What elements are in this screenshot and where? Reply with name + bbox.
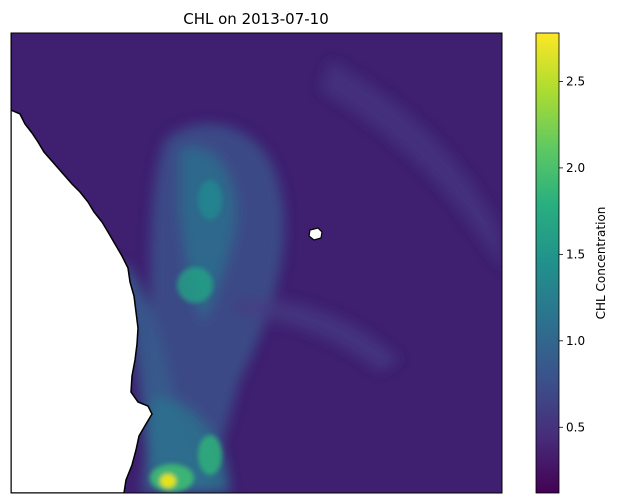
colorbar-tick-label: 2.5 [566, 74, 585, 88]
colorbar-label: CHL Concentration [594, 207, 608, 320]
hotspot-mid [177, 267, 213, 303]
chlorophyll-field [120, 60, 502, 493]
colorbar-ticks: 0.5 1.0 1.5 2.0 2.5 [559, 74, 585, 434]
peak-chl [160, 474, 176, 488]
colorbar-gradient [535, 32, 560, 494]
island [308, 227, 323, 241]
eastern-band [320, 60, 502, 270]
map-frame [10, 32, 503, 494]
coastal-strip [120, 260, 210, 493]
land-mass [11, 33, 153, 493]
hotspot-south-right [198, 435, 222, 475]
chl-map [11, 33, 502, 493]
central-plume [140, 123, 285, 493]
colorbar-tick-label: 2.0 [566, 161, 585, 175]
colorbar-tick-label: 1.0 [566, 334, 585, 348]
offshore-arc [230, 298, 400, 372]
colorbar-tick-label: 1.5 [566, 247, 585, 261]
hotspot-north [198, 180, 222, 220]
colorbar: 0.5 1.0 1.5 2.0 2.5 CHL Concentration [535, 32, 608, 494]
map-title: CHL on 2013-07-10 [183, 10, 329, 28]
colorbar-tick-label: 0.5 [566, 420, 585, 434]
